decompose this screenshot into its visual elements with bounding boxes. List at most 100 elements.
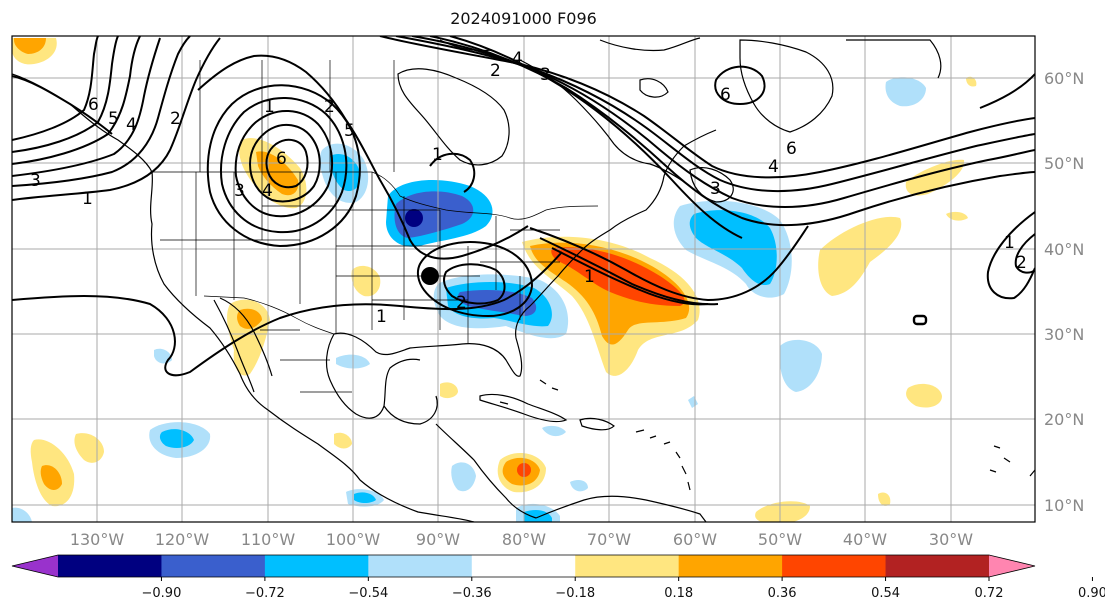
height-contours	[12, 36, 1035, 377]
contour-label: 6	[720, 85, 731, 105]
contour-line	[979, 73, 1035, 109]
positive-anomaly-area	[530, 242, 690, 345]
positive-anomaly-area	[440, 382, 458, 399]
contour-line	[234, 109, 334, 218]
contour-label: 4	[262, 181, 273, 201]
contour-line	[551, 247, 709, 306]
contour-labels: 1 2 3 4 5 6 2 3 4 5 6 1 6 4 3 2 1 3 4 6 …	[30, 49, 1027, 327]
colorbar-segment	[58, 555, 162, 577]
coastlines	[12, 37, 1035, 522]
colorbar-extend-max	[989, 555, 1035, 577]
colorbar-tick-label: −0.36	[452, 586, 492, 601]
contour-line	[12, 37, 221, 201]
contour-line	[429, 152, 476, 193]
contour-label: 2	[170, 109, 181, 129]
colorbar-segment	[575, 555, 680, 577]
lon-label: 90°W	[416, 530, 460, 549]
colorbar	[11, 554, 1036, 578]
contour-line	[12, 37, 161, 177]
negative-anomaly-area	[12, 507, 32, 522]
colorbar-tick-label: −0.54	[348, 586, 388, 601]
contour-line	[416, 241, 534, 318]
contour-label: 6	[88, 95, 99, 115]
map-frame	[11, 35, 1036, 523]
contour-line	[539, 237, 719, 306]
contour-label: 1	[1004, 233, 1015, 253]
colorbar-extend-min	[12, 555, 58, 577]
colorbar-tick-label: 0.90	[1078, 586, 1105, 601]
lat-label: 20°N	[1044, 410, 1084, 429]
lat-label: 40°N	[1044, 240, 1084, 259]
contour-line	[12, 36, 141, 165]
contour-line	[206, 84, 361, 248]
negative-anomaly-area	[159, 429, 194, 448]
positive-anomaly-area	[351, 265, 381, 297]
atlantic-islands	[989, 445, 1011, 473]
positive-anomaly-area	[40, 465, 62, 490]
colorbar-segment	[885, 555, 990, 577]
contour-label: 5	[344, 121, 355, 141]
lon-label: 70°W	[587, 530, 631, 549]
colorbar-tick-label: 0.36	[768, 586, 797, 601]
arctic-islands	[639, 78, 669, 98]
positive-anomaly-area	[966, 76, 977, 87]
coastline-gulf	[333, 129, 717, 377]
positive-anomaly-area	[906, 383, 942, 408]
canada-borders	[199, 60, 395, 172]
contour-line	[12, 251, 563, 377]
arctic-islands	[599, 37, 701, 52]
lon-label: 50°W	[758, 530, 802, 549]
contour-label: 6	[276, 149, 287, 169]
colorbar-segment	[471, 555, 576, 577]
black-dot-marker	[421, 267, 439, 285]
colorbar-segment	[678, 555, 783, 577]
contour-label: 3	[540, 65, 551, 85]
contour-line	[12, 75, 113, 135]
colorbar-segment	[161, 555, 266, 577]
contour-line	[12, 36, 99, 141]
contour-label: 2	[490, 61, 501, 81]
contour-line	[248, 123, 321, 203]
colorbar-segment	[782, 555, 887, 577]
lon-label: 60°W	[673, 530, 717, 549]
contour-label: 5	[108, 109, 119, 129]
colorbar-labels: −0.90 −0.72 −0.54 −0.36 −0.18 0.18 0.36 0.54 0.7…	[142, 577, 1105, 601]
contour-line	[220, 97, 348, 234]
contour-line	[986, 211, 1035, 300]
lat-label: 30°N	[1044, 325, 1084, 344]
positive-anomaly-area	[237, 308, 262, 329]
lon-label: 100°W	[326, 530, 381, 549]
colorbar-tick-label: 0.72	[975, 586, 1004, 601]
map-title: 2024091000 F096	[450, 9, 597, 28]
lon-label: 40°W	[843, 530, 887, 549]
coastline-baja	[219, 297, 273, 377]
lon-label: 120°W	[155, 530, 210, 549]
contour-label: 2	[456, 293, 467, 313]
lat-label: 10°N	[1044, 496, 1084, 515]
caribbean-islands	[499, 379, 559, 405]
coastline-hudson-bay	[397, 68, 510, 166]
lon-label: 80°W	[502, 530, 546, 549]
positive-anomaly-area	[818, 216, 902, 296]
positive-anomaly-area	[334, 432, 352, 449]
coastline-south-america	[535, 495, 707, 522]
coastline-west	[12, 73, 475, 522]
coastline-greenland	[739, 39, 834, 133]
negative-anomaly-area	[570, 480, 588, 492]
longitude-labels: 130°W 120°W 110°W 100°W 90°W 80°W 70°W 6…	[70, 530, 973, 549]
coastline-central-america	[435, 423, 537, 519]
coastline-africa	[1029, 469, 1035, 477]
negative-anomaly-area	[542, 425, 566, 437]
contour-label: 2	[324, 97, 335, 117]
colorbar-tick-label: 0.18	[664, 586, 693, 601]
coastline-yucatan	[383, 395, 438, 425]
positive-anomaly-area	[755, 501, 810, 522]
contour-label: 1	[432, 145, 443, 165]
contour-line	[714, 65, 766, 106]
contour-label: 1	[584, 267, 595, 287]
colorbar-outline	[11, 554, 1036, 578]
lon-label: 110°W	[241, 530, 296, 549]
coastline-gulf	[325, 333, 421, 419]
colorbar-segment	[264, 555, 369, 577]
